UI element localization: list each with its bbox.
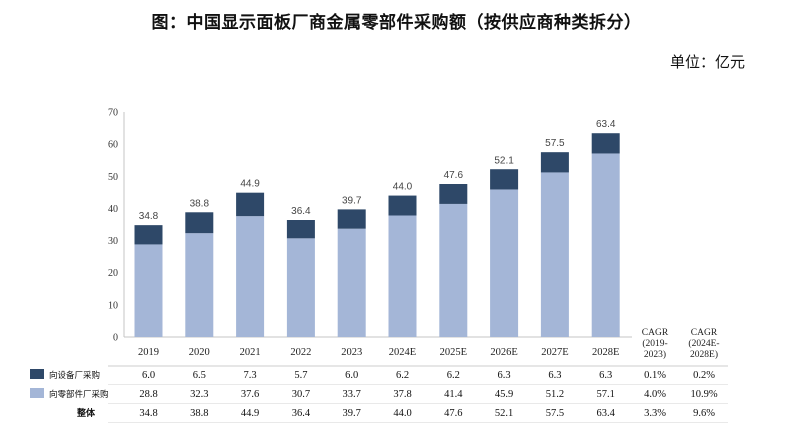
- unit-label: 单位：亿元: [669, 53, 745, 71]
- bar-segment: [236, 216, 265, 337]
- table-cell: 5.7: [294, 370, 307, 381]
- bar-segment: [388, 195, 417, 216]
- table-cell: 37.6: [241, 389, 259, 400]
- bar-total-label: 34.8: [139, 211, 159, 222]
- table-cell: 36.4: [292, 408, 311, 419]
- bar-segment: [337, 209, 366, 229]
- table-cell: 47.6: [444, 408, 462, 419]
- table-cagr-cell: 10.9%: [690, 389, 717, 400]
- table-cell: 45.9: [495, 389, 513, 400]
- table-cell: 6.2: [396, 370, 409, 381]
- table-row-label: 整体: [76, 407, 96, 419]
- bar-total-label: 36.4: [291, 206, 311, 217]
- y-tick-label: 10: [108, 300, 118, 311]
- bar-total-label: 39.7: [342, 195, 362, 206]
- x-tick-label: 2020: [189, 347, 210, 358]
- bar-segment: [591, 133, 620, 154]
- legend-swatch: [30, 369, 44, 379]
- y-tick-label: 70: [108, 108, 118, 119]
- x-tick-label: 2019: [138, 347, 159, 358]
- bar-segment: [134, 225, 163, 245]
- bar-segment: [540, 152, 569, 173]
- bar-segment: [134, 244, 163, 337]
- bar-segment: [236, 192, 265, 217]
- bar-segment: [286, 238, 315, 337]
- bar-segment: [490, 169, 519, 190]
- y-tick-label: 0: [113, 333, 118, 344]
- y-tick-label: 60: [108, 140, 118, 151]
- x-tick-label: 2028E: [592, 347, 619, 358]
- bar-segment: [439, 203, 468, 337]
- table-cell: 57.5: [546, 408, 564, 419]
- table-cell: 33.7: [343, 389, 361, 400]
- table-cell: 44.0: [393, 408, 411, 419]
- table-cell: 30.7: [292, 389, 310, 400]
- table-row-label: 向零部件厂采购: [49, 389, 109, 400]
- table-cell: 6.3: [599, 370, 612, 381]
- cagr-header-text: (2024E-: [688, 338, 719, 349]
- table-cell: 7.3: [244, 370, 257, 381]
- table-cell: 34.8: [139, 408, 157, 419]
- bar-total-label: 38.8: [190, 198, 210, 209]
- y-tick-label: 30: [108, 236, 118, 247]
- table-cagr-cell: 0.2%: [693, 370, 715, 381]
- table-cell: 63.4: [597, 408, 616, 419]
- x-tick-label: 2023: [341, 347, 362, 358]
- table-cell: 51.2: [546, 389, 564, 400]
- bar-segment: [591, 153, 620, 337]
- table-cagr-cell: 9.6%: [693, 408, 715, 419]
- chart-title: 图：中国显示面板厂商金属零部件采购额（按供应商种类拆分）: [151, 13, 642, 33]
- x-tick-label: 2025E: [440, 347, 467, 358]
- bar-segment: [337, 228, 366, 337]
- table-cell: 6.0: [142, 370, 155, 381]
- y-tick-label: 20: [108, 268, 118, 279]
- bar-segment: [185, 212, 214, 234]
- bar-segment: [185, 233, 214, 337]
- table-cell: 37.8: [393, 389, 411, 400]
- bar-total-label: 52.1: [494, 156, 514, 167]
- bar-segment: [286, 220, 315, 239]
- x-tick-label: 2021: [240, 347, 261, 358]
- table-cell: 6.3: [498, 370, 511, 381]
- table-cell: 6.2: [447, 370, 460, 381]
- bar-total-label: 47.6: [444, 170, 464, 181]
- y-tick-label: 50: [108, 172, 118, 183]
- table-cell: 57.1: [597, 389, 615, 400]
- table-cell: 6.0: [345, 370, 358, 381]
- bar-segment: [388, 215, 417, 337]
- table-cagr-cell: 0.1%: [644, 370, 666, 381]
- table-cell: 32.3: [190, 389, 208, 400]
- legend-swatch: [30, 388, 44, 398]
- cagr-header-text: CAGR: [691, 328, 718, 338]
- table-cell: 39.7: [343, 408, 361, 419]
- x-tick-label: 2022: [290, 347, 311, 358]
- table-cell: 52.1: [495, 408, 513, 419]
- table-cell: 28.8: [139, 389, 157, 400]
- cagr-header-text: 2023): [644, 349, 666, 360]
- bar-total-label: 57.5: [545, 138, 565, 149]
- bar-segment: [540, 172, 569, 337]
- table-cell: 6.5: [193, 370, 206, 381]
- cagr-header-text: CAGR: [642, 328, 669, 338]
- table-row-label: 向设备厂采购: [49, 370, 100, 381]
- bar-segment: [439, 184, 468, 204]
- bar-total-label: 44.0: [393, 182, 413, 193]
- table-cell: 38.8: [190, 408, 208, 419]
- y-tick-label: 40: [108, 204, 118, 215]
- table-cagr-cell: 3.3%: [644, 408, 666, 419]
- x-tick-label: 2027E: [541, 347, 568, 358]
- x-tick-label: 2026E: [490, 347, 517, 358]
- table-cell: 44.9: [241, 408, 259, 419]
- table-cell: 6.3: [548, 370, 561, 381]
- table-cell: 41.4: [444, 389, 463, 400]
- bar-total-label: 63.4: [596, 119, 616, 130]
- cagr-header-text: (2019-: [642, 338, 667, 349]
- table-cagr-cell: 4.0%: [644, 389, 666, 400]
- bar-total-label: 44.9: [240, 179, 260, 190]
- x-tick-label: 2024E: [389, 347, 416, 358]
- bar-segment: [490, 189, 519, 337]
- cagr-header-text: 2028E): [690, 349, 718, 360]
